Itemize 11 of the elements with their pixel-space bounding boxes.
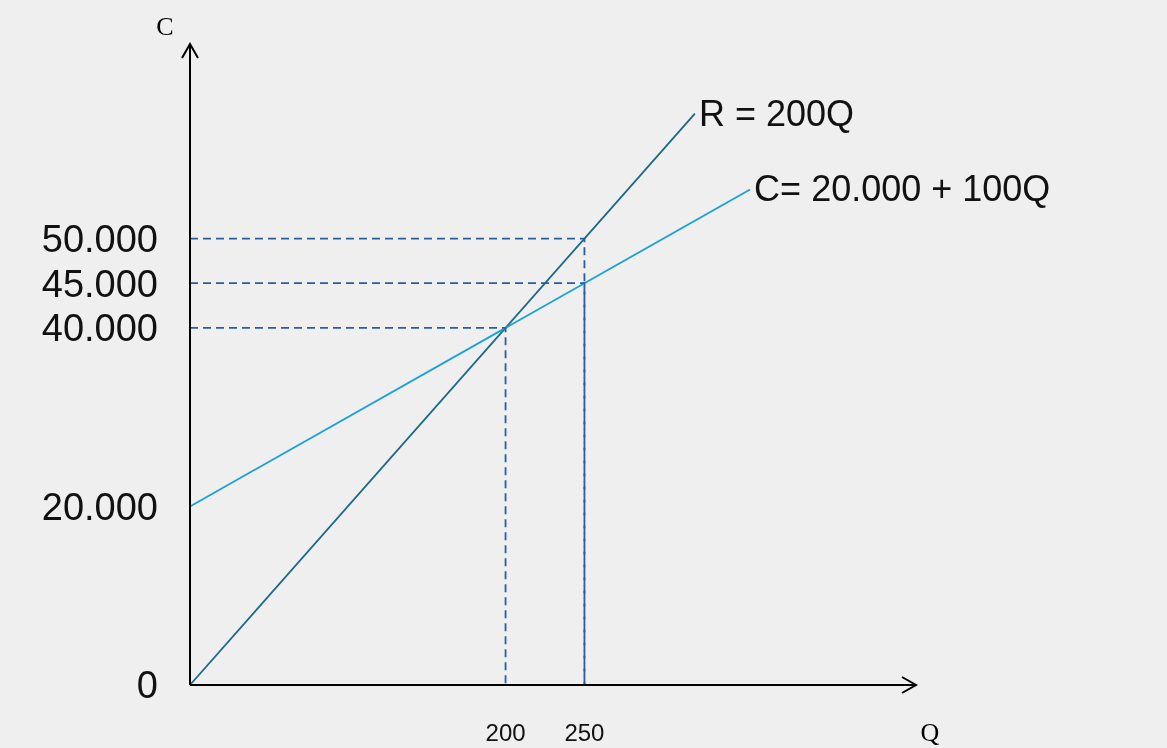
x-axis-title: Q	[920, 718, 940, 747]
y-tick-label: 20.000	[41, 485, 158, 528]
series-label: C= 20.000 + 100Q	[754, 168, 1051, 210]
y-tick-label: 45.000	[41, 262, 158, 305]
y-tick-label: 0	[136, 664, 158, 707]
series-label: R = 200Q	[698, 92, 854, 134]
y-tick-label: 40.000	[41, 307, 158, 350]
y-axis-title: C	[156, 12, 174, 41]
y-tick-label: 50.000	[41, 217, 158, 260]
x-tick-label: 250	[564, 719, 605, 746]
x-tick-label: 200	[485, 719, 526, 746]
